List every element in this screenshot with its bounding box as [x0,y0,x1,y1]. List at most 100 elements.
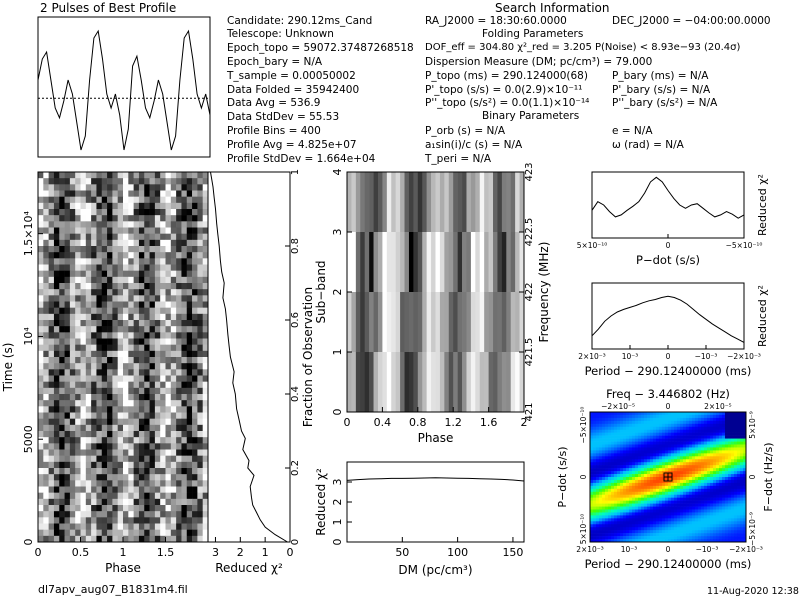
time-phase-cell [192,381,198,389]
ppdot-cell [734,462,738,466]
ppdot-cell [677,491,681,496]
ppdot-cell [707,479,711,484]
time-phase-cell [197,270,203,278]
time-phase-cell [149,332,156,339]
ppdot-cell [671,509,675,513]
time-phase-cell [91,190,97,197]
time-phase-cell [53,412,60,419]
ppdot-cell [692,488,696,493]
time-phase-cell [107,215,113,222]
ppdot-cell [674,471,678,475]
ppdot-cell [590,435,594,439]
ppdot-cell [605,447,609,451]
ppdot-cell [698,435,702,439]
ppdot-cell [623,468,627,472]
ppdot-cell [635,536,639,540]
ppdot-cell [605,453,609,457]
ppdot-cell [710,420,714,425]
time-phase-cell [186,387,193,395]
ppdot-cell [722,488,726,493]
time-phase-cell [186,227,193,234]
ppdot-cell [668,497,672,501]
ppdot-cell [647,459,651,463]
time-phase-cell [154,455,161,463]
time-phase-cell [181,307,188,315]
ppdot-cell [668,482,672,487]
ppdot-cell [722,491,726,496]
time-phase-cell [80,313,87,321]
ppdot-cell [644,477,648,481]
ppdot-cell [608,500,612,504]
ppdot-cell [638,524,642,528]
ppdot-cell [719,506,723,510]
ppdot-cell [719,477,723,481]
time-phase-cell [133,455,140,463]
time-phase-cell [197,461,203,469]
info-pd-topo: P'_topo (s/s) = 0.0(2.9)×10⁻¹¹ [425,84,583,96]
time-phase-cell [128,418,134,426]
ppdot-cell [743,500,747,504]
ppdot-cell [695,429,699,433]
time-phase-cell [165,276,172,284]
time-phase-cell [96,276,103,284]
ppdot-cell [665,435,669,439]
ppdot-cell [611,536,615,540]
ppdot-cell [659,450,663,454]
ppdot-cell [617,474,621,478]
time-phase-cell [85,301,92,308]
subband-x-tick-label: 0 [344,416,351,429]
time-phase-cell [96,239,103,247]
time-phase-cell [149,233,156,241]
time-phase-cell [186,301,193,308]
ppdot-cell [737,500,741,504]
ppdot-cell [728,447,732,451]
ppdot-cell [719,471,723,475]
ppdot-cell [719,512,723,516]
ppdot-cell [665,456,669,460]
time-phase-cell [91,209,97,216]
ppdot-cell [629,488,633,493]
time-phase-cell [181,468,188,475]
ppdot-cell [602,432,606,436]
time-phase-cell [138,215,145,222]
time-phase-cell [75,283,81,290]
time-phase-cell [48,394,55,401]
time-phase-cell [48,486,55,493]
subband-cell [382,292,388,353]
time-phase-cell [154,449,161,456]
ppdot-cell [647,506,651,510]
ppdot-cell [623,412,627,416]
ppdot-cell [647,474,651,478]
ppdot-cell [677,539,681,543]
ppdot-cell [674,491,678,496]
time-phase-cell [80,468,87,475]
profile-line [37,29,211,151]
time-phase-cell [165,486,172,493]
ppdot-cell [731,521,735,525]
ppdot-cell [722,524,726,528]
time-phase-cell [101,178,108,185]
ppdot-cell [722,474,726,478]
subband-cell [377,232,383,293]
ppdot-cell [671,485,675,490]
ppdot-cell [611,471,615,475]
ppdot-cell [641,479,645,484]
time-phase-cell [192,215,198,222]
ppdot-cell [677,521,681,525]
ppdot-cell [629,474,633,478]
ppdot-cell [704,497,708,501]
ppdot-cell [620,512,624,516]
time-phase-cell [138,276,145,284]
ppdot-cell [659,412,663,416]
time-phase-y-label: Time (s) [1,343,15,393]
time-phase-cell [117,246,124,253]
ppdot-cell [680,465,684,469]
ppdot-cell [719,412,723,416]
time-phase-cell [181,363,188,370]
time-phase-cell [43,233,49,241]
time-phase-cell [128,529,134,537]
time-phase-cell [128,474,134,481]
time-phase-cell [186,190,193,197]
time-phase-cell [38,332,44,339]
ppdot-cell [605,414,609,419]
